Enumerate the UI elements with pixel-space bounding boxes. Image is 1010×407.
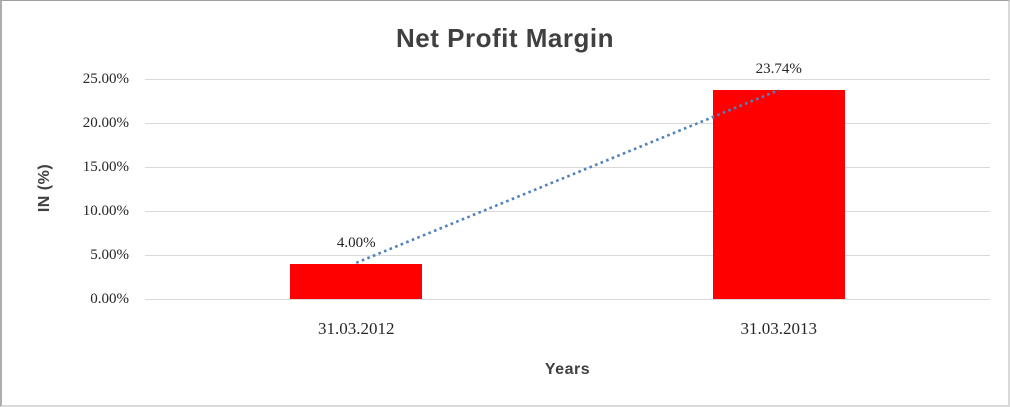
x-axis-title: Years xyxy=(544,361,591,378)
gridline xyxy=(145,167,990,168)
y-tick-label: 20.00% xyxy=(82,115,129,131)
bar-data-label: 4.00% xyxy=(336,234,376,251)
gridline xyxy=(145,123,990,124)
y-tick-label: 5.00% xyxy=(90,247,129,263)
gridline xyxy=(145,79,990,80)
y-tick-label: 0.00% xyxy=(90,291,129,307)
x-category-label: 31.03.2012 xyxy=(318,319,395,338)
bar-31.03.2013[interactable] xyxy=(712,90,845,299)
y-tick-label: 25.00% xyxy=(82,71,129,87)
bar-data-label: 23.74% xyxy=(755,61,802,78)
y-tick-label: 15.00% xyxy=(82,159,129,175)
y-tick-label: 10.00% xyxy=(82,203,129,219)
bar-31.03.2012[interactable] xyxy=(290,263,423,299)
gridline xyxy=(145,255,990,256)
gridline xyxy=(145,211,990,212)
trendline-svg xyxy=(355,88,780,265)
plot-area: 4.00% 23.74% xyxy=(145,61,990,300)
chart-title: Net Profit Margin xyxy=(396,23,614,53)
x-category-label: 31.03.2013 xyxy=(740,319,818,338)
gridline xyxy=(145,299,990,300)
